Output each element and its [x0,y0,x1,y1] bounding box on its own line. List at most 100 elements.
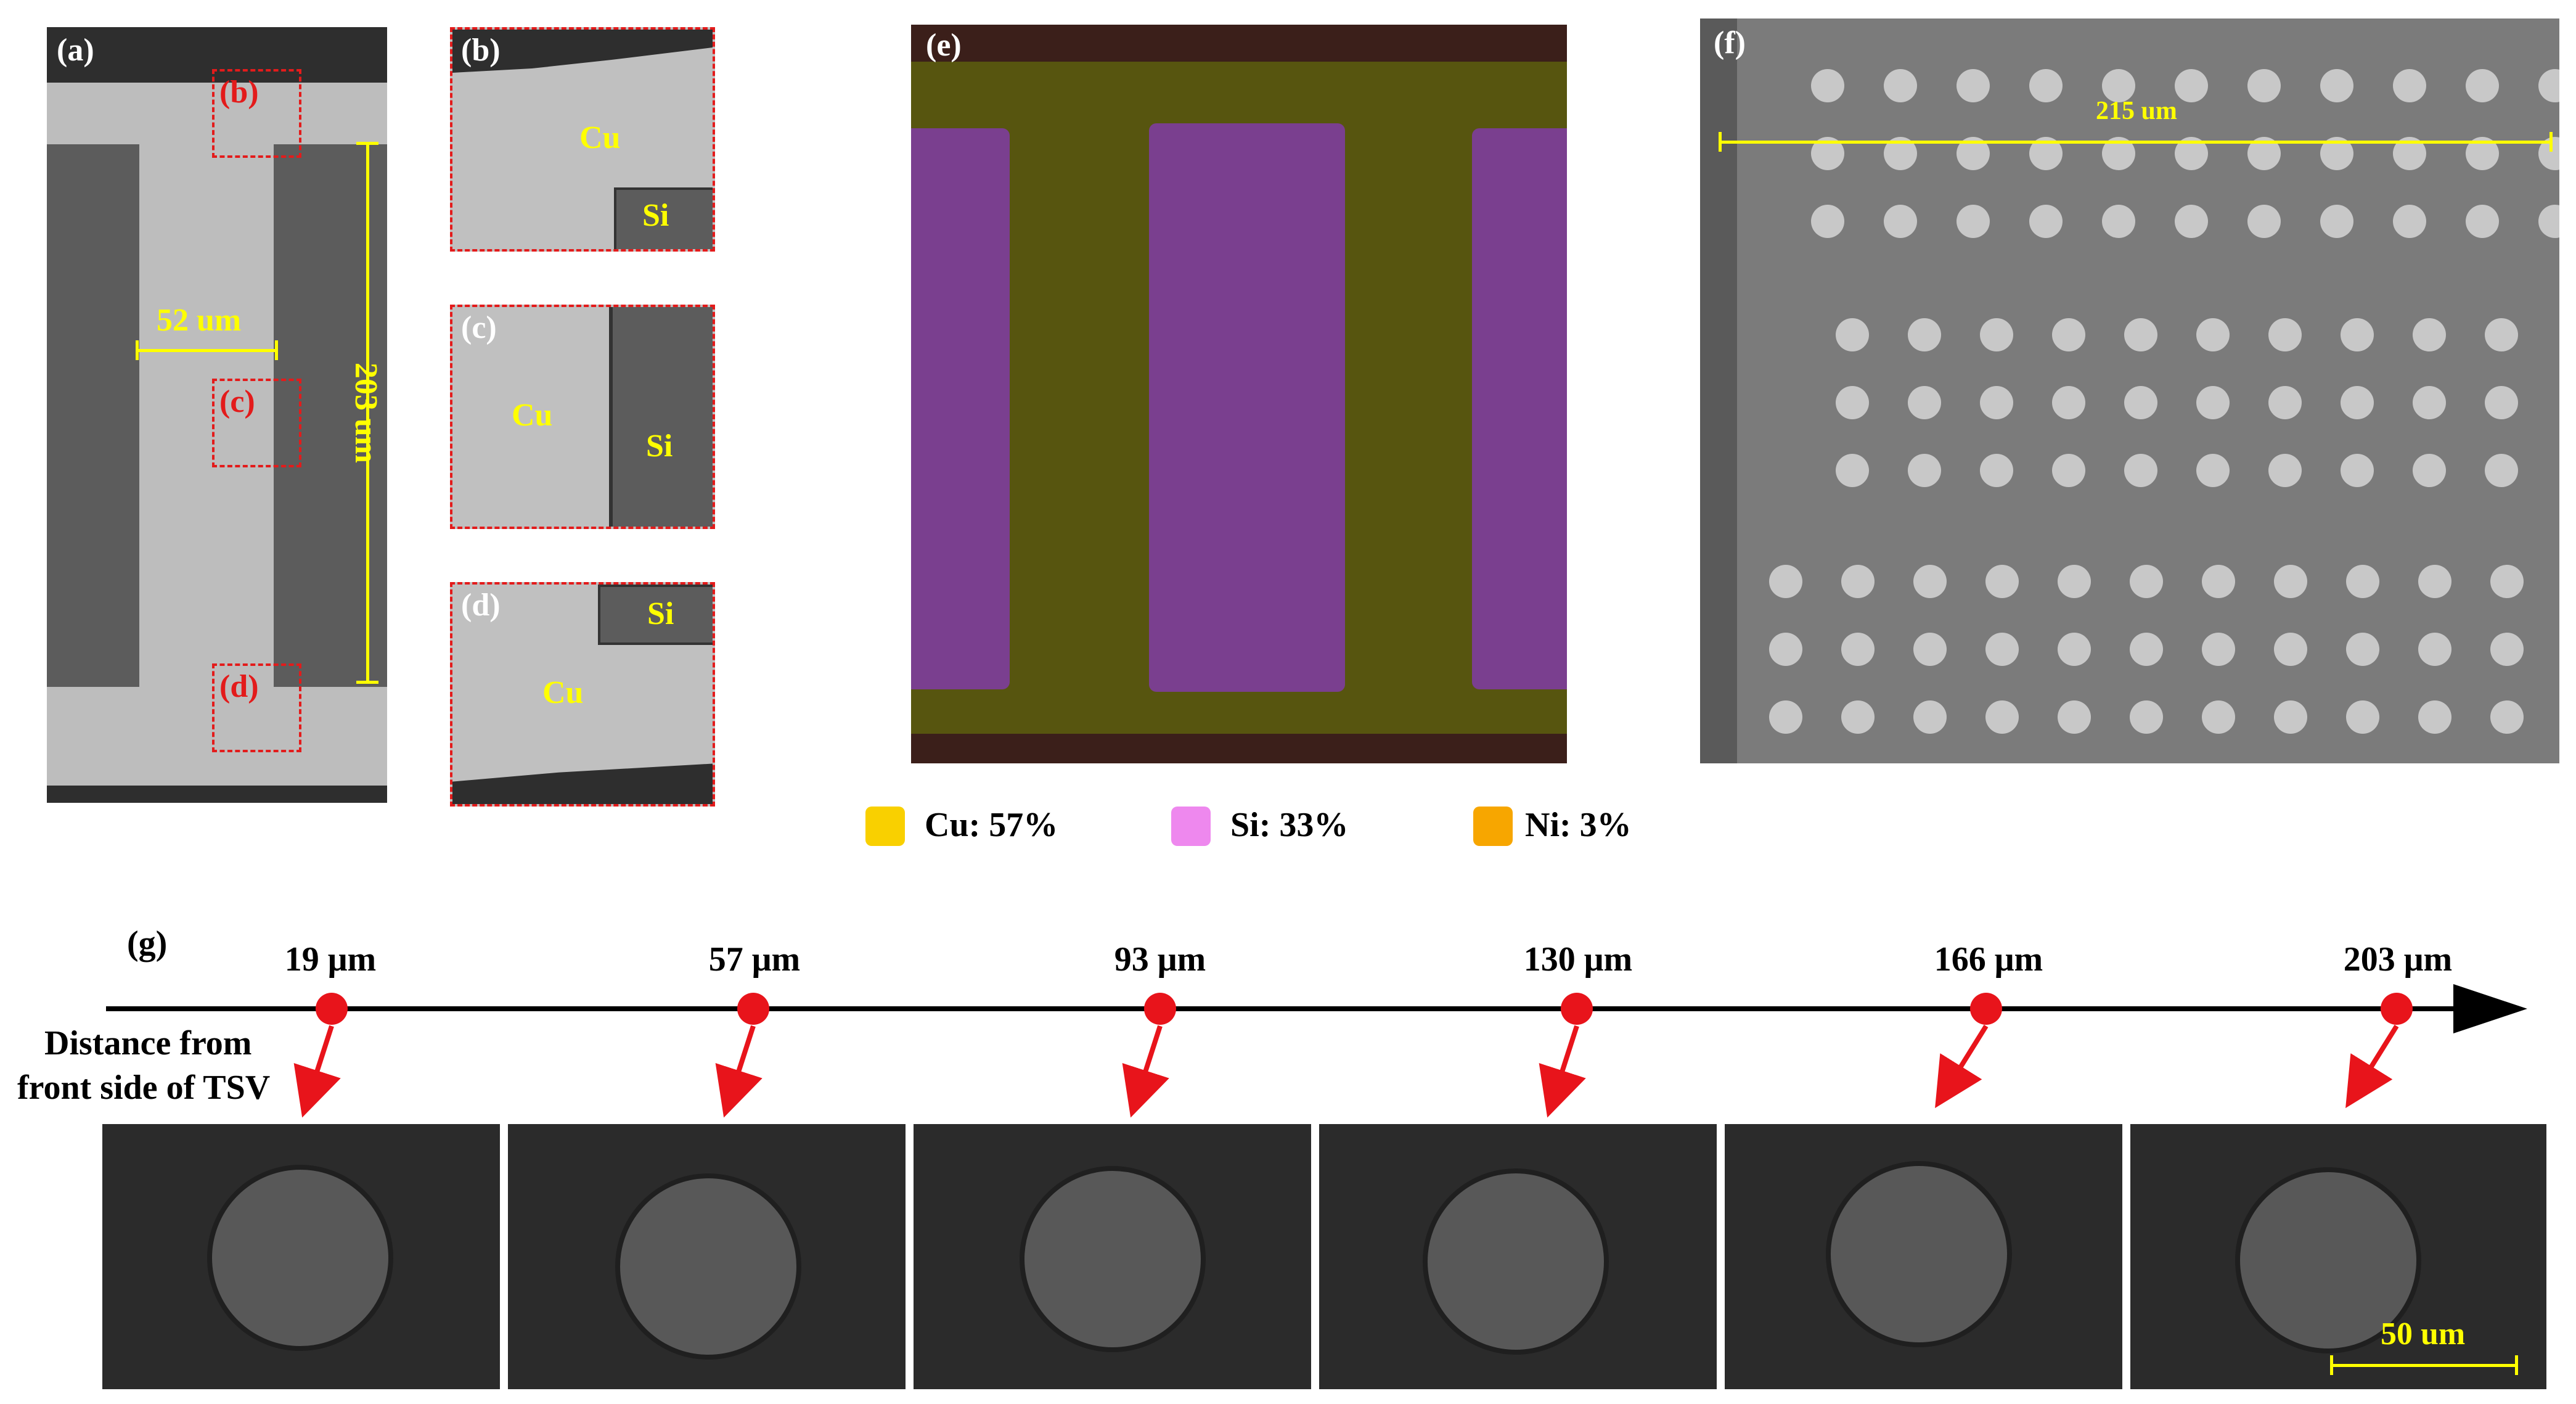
via-dot [1913,700,1947,734]
via-dot [1985,700,2019,734]
via-dot [1841,565,1875,598]
via-dot [2274,633,2307,666]
via-dot [2202,633,2235,666]
via-dot [1980,454,2013,487]
via-dot [1811,69,1844,102]
axis-caption-line-2: front side of TSV [17,1069,271,1107]
via-dot [1985,633,2019,666]
via-dot [2393,69,2426,102]
marker-dot-93 [1144,993,1176,1025]
via-dot [1985,565,2019,598]
zoom-box-b [212,69,301,158]
legend-swatch-ni [1473,807,1513,846]
via-dot [1769,700,1802,734]
panel-g-scale-tick-right [2515,1355,2518,1375]
via-dot [1957,69,1990,102]
via-dot [1811,205,1844,238]
via-dot [1769,565,1802,598]
via-dot [2466,69,2499,102]
width-scale-tick-right [275,340,278,360]
legend-swatch-cu [865,807,905,846]
via-dot [2052,454,2085,487]
via-dot [2058,633,2091,666]
via-dot [1836,386,1869,419]
legend-text-cu: Cu: 57% [925,806,1058,844]
mark-label-93: 93 μm [1114,940,1206,979]
zoom-box-c-label: (c) [219,384,255,419]
via-dot [2102,69,2135,102]
panel-b-cu-label: Cu [579,120,621,155]
via-dot [2175,69,2208,102]
via-dot [1841,700,1875,734]
arrow-130 [1539,1025,1586,1118]
panel-b-image [450,27,715,252]
via-dot [2274,700,2307,734]
zoom-box-d-label: (d) [219,669,259,704]
background-top [47,27,387,83]
via-dot [2268,318,2302,351]
via-dot [2029,69,2063,102]
panel-c-label: (c) [461,310,497,345]
panel-e-label: (e) [926,28,962,63]
via-dot [2124,386,2157,419]
zoom-box-c [212,379,301,467]
via-cross-section [207,1165,393,1351]
height-scale-tick-bottom [356,681,378,684]
marker-dot-19 [316,993,348,1025]
via-dot [2124,454,2157,487]
via-dot [2175,205,2208,238]
via-dot [2029,205,2063,238]
legend-text-si: Si: 33% [1230,806,1349,844]
via-dot [1980,386,2013,419]
via-cross-section [1423,1168,1609,1355]
arrow-19 [293,1025,341,1118]
axis-caption-line-1: Distance from [44,1024,252,1062]
cross-section-19 [102,1124,500,1389]
via-dot [2102,205,2135,238]
panel-d-image [450,582,715,807]
via-dot [2413,386,2446,419]
arrow-93 [1122,1025,1169,1118]
mark-label-57: 57 μm [708,940,801,979]
via-dot [2268,454,2302,487]
via-dot [2341,386,2374,419]
via-dot [2346,565,2379,598]
via-dot [2346,633,2379,666]
eds-silicon-left [911,128,1010,689]
mark-label-19: 19 μm [284,940,377,979]
via-dot [1836,318,1869,351]
via-dot [1769,633,1802,666]
via-dot [1836,454,1869,487]
panel-b-si-label: Si [642,198,669,233]
mark-label-130: 130 μm [1523,940,1633,979]
distance-axis-arrowhead [2453,984,2527,1033]
via-dot [2052,386,2085,419]
via-dot [2202,565,2235,598]
arrow-166 [1935,1024,1989,1109]
via-dot [2130,700,2163,734]
via-dot [2418,700,2451,734]
distance-axis-line [106,1006,2473,1011]
cross-section-93 [914,1124,1311,1389]
eds-silicon-right [1472,128,1567,689]
via-dot [2274,565,2307,598]
panel-d-silicon [598,585,713,645]
panel-b-label: (b) [461,33,501,68]
panel-f-scale-label: 215 um [2096,97,2177,125]
panel-f-scale-line [1720,141,2551,144]
via-cross-section [2235,1167,2421,1353]
via-dot [2413,318,2446,351]
height-scale-line [366,143,369,683]
via-dot [2490,565,2524,598]
via-cross-section [1020,1166,1206,1352]
via-dot [2341,454,2374,487]
panel-d-si-label: Si [647,596,674,631]
via-dot [2341,318,2374,351]
via-dot [2490,700,2524,734]
via-dot [2466,205,2499,238]
via-dot [2418,565,2451,598]
via-cross-section [1826,1161,2012,1347]
via-dot [2052,318,2085,351]
marker-dot-166 [1970,993,2002,1025]
